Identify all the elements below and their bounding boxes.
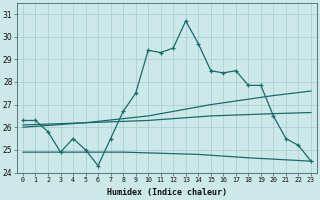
X-axis label: Humidex (Indice chaleur): Humidex (Indice chaleur) (107, 188, 227, 197)
